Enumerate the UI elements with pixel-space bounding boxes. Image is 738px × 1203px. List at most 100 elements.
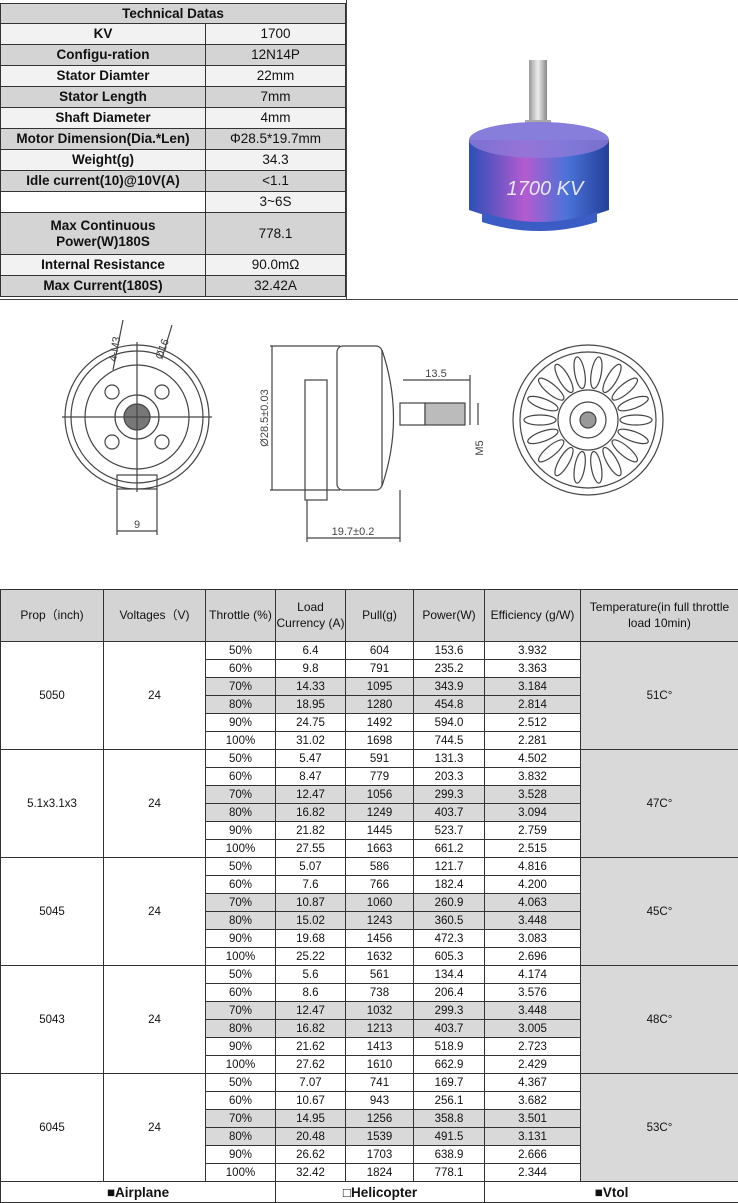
rear-spoke — [617, 395, 649, 412]
current-cell: 5.47 — [275, 749, 346, 768]
label-width: 9 — [134, 519, 140, 531]
current-cell: 7.6 — [275, 875, 346, 894]
rear-spoke — [537, 439, 565, 463]
current-cell: 25.22 — [275, 947, 346, 966]
throttle-cell: 70% — [205, 1109, 276, 1128]
power-cell: 518.9 — [413, 1037, 485, 1056]
prop-cell: 6045 — [0, 1073, 104, 1182]
voltage-cell: 24 — [103, 1073, 206, 1182]
spec-value: 90.0mΩ — [205, 254, 346, 276]
power-cell: 523.7 — [413, 821, 485, 840]
table-row: 5.1x3.1x3 24 50% 5.47 591 131.3 4.502 47C° — [0, 749, 738, 858]
efficiency-cell: 3.094 — [484, 803, 581, 822]
spec-label: Motor Dimension(Dia.*Len) — [0, 128, 206, 150]
efficiency-cell: 3.184 — [484, 677, 581, 696]
prop-cell: 5043 — [0, 965, 104, 1074]
throttle-cell: 60% — [205, 875, 276, 894]
power-cell: 182.4 — [413, 875, 485, 894]
spec-label: Max Current(180S) — [0, 275, 206, 297]
pull-cell: 943 — [345, 1091, 414, 1110]
power-cell: 131.3 — [413, 749, 485, 768]
rear-spoke — [590, 356, 603, 390]
technical-data-table: Technical Datas KV 1700 Configu-ration 12N1… — [0, 3, 346, 297]
pull-cell: 1539 — [345, 1127, 414, 1146]
pull-cell: 1413 — [345, 1037, 414, 1056]
table-row: 5050 24 50% 6.4 604 153.6 3.932 51C° — [0, 641, 738, 750]
pull-cell: 604 — [345, 641, 414, 660]
current-cell: 24.75 — [275, 713, 346, 732]
rear-spoke — [611, 377, 639, 401]
current-cell: 31.02 — [275, 731, 346, 750]
power-cell: 662.9 — [413, 1055, 485, 1074]
power-cell: 605.3 — [413, 947, 485, 966]
table-row: 70% 12.47 1056 299.3 3.528 — [1, 785, 738, 804]
column-header: Efficiency (g/W) — [484, 589, 581, 642]
efficiency-cell: 4.063 — [484, 893, 581, 912]
current-cell: 14.95 — [275, 1109, 346, 1128]
current-cell: 6.4 — [275, 641, 346, 660]
pull-cell: 1703 — [345, 1145, 414, 1164]
table-row: 90% 26.62 1703 638.9 2.666 — [1, 1145, 738, 1164]
efficiency-cell: 2.696 — [484, 947, 581, 966]
efficiency-cell: 4.502 — [484, 749, 581, 768]
spec-row: Max Continuous Power(W)180S 778.1 — [0, 212, 346, 255]
rear-spoke — [602, 446, 622, 477]
airplane-checkbox[interactable]: ■Airplane — [0, 1181, 276, 1203]
throttle-cell: 60% — [205, 1091, 276, 1110]
current-cell: 12.47 — [275, 1001, 346, 1020]
spec-value: 778.1 — [205, 212, 346, 255]
helicopter-checkbox[interactable]: □Helicopter — [275, 1181, 485, 1203]
spec-value: 12N14P — [205, 44, 346, 66]
pull-cell: 1213 — [345, 1019, 414, 1038]
temperature-cell: 53C° — [580, 1073, 738, 1182]
throttle-cell: 80% — [205, 1127, 276, 1146]
spec-label: Weight(g) — [0, 149, 206, 171]
power-cell: 299.3 — [413, 785, 485, 804]
spec-row: KV 1700 — [0, 23, 346, 45]
current-cell: 27.55 — [275, 839, 346, 858]
power-cell: 778.1 — [413, 1163, 485, 1182]
power-cell: 744.5 — [413, 731, 485, 750]
current-cell: 5.07 — [275, 857, 346, 876]
throttle-cell: 50% — [205, 1073, 276, 1092]
label-diameter: Ø28.5±0.03 — [259, 389, 271, 446]
pull-cell: 1632 — [345, 947, 414, 966]
spec-label: Configu-ration — [0, 44, 206, 66]
spec-value: 34.3 — [205, 149, 346, 171]
efficiency-cell: 3.083 — [484, 929, 581, 948]
table-row: 100% 32.42 1824 778.1 2.344 — [1, 1163, 738, 1182]
power-cell: 206.4 — [413, 983, 485, 1002]
front-view — [62, 319, 212, 535]
pull-cell: 1280 — [345, 695, 414, 714]
pull-cell: 738 — [345, 983, 414, 1002]
pull-cell: 766 — [345, 875, 414, 894]
throttle-cell: 50% — [205, 857, 276, 876]
power-cell: 661.2 — [413, 839, 485, 858]
power-cell: 203.3 — [413, 767, 485, 786]
throttle-cell: 50% — [205, 749, 276, 768]
current-cell: 7.07 — [275, 1073, 346, 1092]
table-row: 80% 18.95 1280 454.8 2.814 — [1, 695, 738, 714]
throttle-cell: 70% — [205, 785, 276, 804]
label-shaft-length: 13.5 — [425, 368, 446, 380]
motor-engraving: 1700 KV — [507, 178, 585, 200]
vtol-checkbox[interactable]: ■Vtol — [484, 1181, 738, 1203]
throttle-cell: 80% — [205, 1019, 276, 1038]
efficiency-cell: 2.344 — [484, 1163, 581, 1182]
throttle-cell: 100% — [205, 1163, 276, 1182]
efficiency-cell: 2.666 — [484, 1145, 581, 1164]
power-cell: 153.6 — [413, 641, 485, 660]
current-cell: 21.62 — [275, 1037, 346, 1056]
pull-cell: 1698 — [345, 731, 414, 750]
performance-table: Prop（inch) Voltages（V) Throttle (%) Load Cu… — [0, 589, 738, 1203]
column-header: Pull(g) — [345, 589, 414, 642]
throttle-cell: 80% — [205, 911, 276, 930]
spec-row: Shaft Diameter 4mm — [0, 107, 346, 129]
throttle-cell: 80% — [205, 803, 276, 822]
side-view — [270, 345, 479, 542]
column-header: Power(W) — [413, 589, 485, 642]
efficiency-cell: 3.682 — [484, 1091, 581, 1110]
efficiency-cell: 3.501 — [484, 1109, 581, 1128]
efficiency-cell: 3.005 — [484, 1019, 581, 1038]
voltage-cell: 24 — [103, 749, 206, 858]
